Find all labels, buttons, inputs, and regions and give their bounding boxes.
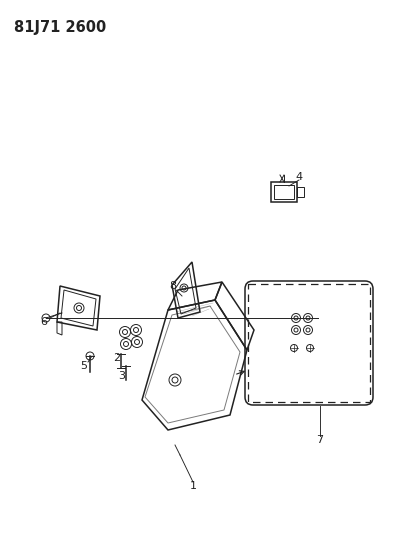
Text: 2: 2	[113, 353, 121, 363]
Text: 3: 3	[119, 371, 125, 381]
Bar	[297, 187, 304, 197]
Text: 1: 1	[189, 481, 197, 491]
Text: 81J71 2600: 81J71 2600	[14, 20, 106, 35]
Text: 7: 7	[316, 435, 324, 445]
Text: 4: 4	[295, 172, 302, 182]
Text: 8: 8	[170, 281, 177, 291]
Text: 6: 6	[41, 317, 47, 327]
Bar	[274, 185, 294, 199]
Bar	[248, 284, 370, 402]
Text: 5: 5	[80, 361, 88, 371]
Bar	[271, 182, 297, 202]
